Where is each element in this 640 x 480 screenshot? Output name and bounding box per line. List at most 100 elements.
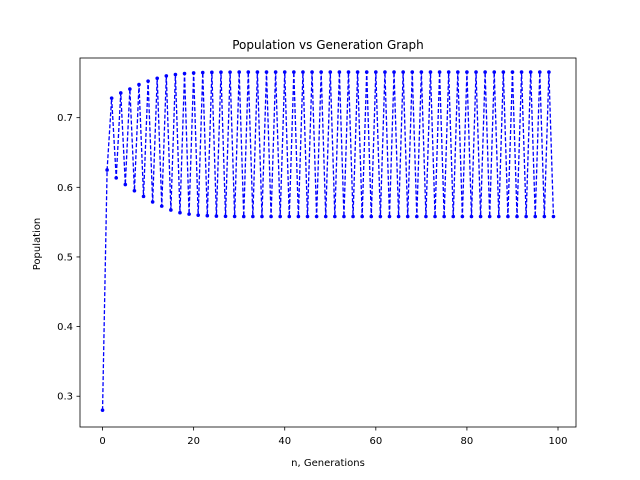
data-point <box>419 70 424 74</box>
data-point <box>342 214 346 219</box>
data-point <box>337 70 342 74</box>
data-point <box>442 214 446 219</box>
data-point <box>519 70 524 74</box>
y-tick-label: 0.7 <box>57 113 73 124</box>
data-point <box>501 70 506 74</box>
data-point <box>515 214 519 219</box>
data-point <box>219 70 223 75</box>
data-point <box>210 70 214 75</box>
data-point <box>128 87 132 91</box>
data-point <box>164 74 169 78</box>
data-point <box>319 70 323 74</box>
data-point <box>551 214 556 219</box>
data-point <box>141 194 146 199</box>
data-point <box>114 176 119 180</box>
data-point <box>137 82 141 87</box>
x-tick-label: 60 <box>369 436 382 447</box>
data-point <box>364 70 369 74</box>
data-point <box>487 214 492 219</box>
data-point <box>278 214 282 219</box>
data-point <box>260 214 264 219</box>
data-point <box>528 70 533 74</box>
data-point <box>182 71 187 76</box>
data-point <box>118 91 123 95</box>
chart-title: Population vs Generation Graph <box>232 38 424 52</box>
data-point <box>351 214 355 219</box>
data-point <box>369 214 374 219</box>
data-point <box>465 70 469 74</box>
data-point <box>314 214 319 219</box>
data-point <box>374 70 378 74</box>
data-point <box>383 70 387 74</box>
data-point <box>392 70 396 74</box>
data-point <box>173 72 178 77</box>
x-axis-label: n, Generations <box>291 458 365 469</box>
data-point <box>428 70 433 74</box>
data-point <box>187 212 191 216</box>
x-tick-label: 80 <box>461 436 474 447</box>
data-point <box>401 70 405 74</box>
data-point <box>246 70 251 74</box>
data-point <box>446 70 451 74</box>
data-point <box>328 70 333 74</box>
data-point <box>492 70 497 74</box>
axes-frame <box>79 57 577 428</box>
data-point <box>333 214 337 219</box>
data-point <box>264 70 269 74</box>
data-point <box>323 214 328 219</box>
data-point <box>282 70 287 74</box>
data-point <box>410 70 415 74</box>
data-point <box>301 70 305 74</box>
plot-area: 0 20 40 60 80 100 0.3 0.4 0.5 0.6 0.7 <box>57 57 577 447</box>
data-point <box>205 213 210 218</box>
data-point <box>228 70 232 74</box>
data-point <box>223 214 228 219</box>
data-point <box>524 214 528 219</box>
series-line <box>101 72 555 411</box>
x-tick-label: 100 <box>548 436 567 447</box>
data-point <box>305 214 310 219</box>
y-axis-label: Population <box>32 218 43 271</box>
data-point <box>360 214 364 219</box>
data-point <box>547 70 551 74</box>
x-tick-label: 0 <box>99 436 105 447</box>
data-point <box>451 214 456 219</box>
data-point <box>105 168 109 172</box>
data-point <box>424 214 428 219</box>
data-point <box>496 214 501 219</box>
data-point <box>196 213 200 217</box>
data-point <box>296 214 301 219</box>
data-point <box>483 70 487 74</box>
data-point <box>355 70 360 74</box>
data-point <box>287 214 292 219</box>
y-tick-label: 0.3 <box>57 392 73 403</box>
data-point <box>456 70 460 74</box>
data-point <box>109 96 114 100</box>
data-point <box>159 204 164 208</box>
y-tick-label: 0.6 <box>57 183 73 194</box>
data-point <box>169 208 173 212</box>
data-point <box>150 200 155 204</box>
data-point <box>478 214 483 219</box>
data-point <box>474 70 478 74</box>
data-point <box>437 70 442 74</box>
x-tick-label: 20 <box>187 436 200 447</box>
data-point <box>510 70 515 74</box>
data-point <box>155 76 160 81</box>
data-point <box>292 70 296 74</box>
data-point <box>200 70 205 75</box>
data-point <box>415 214 419 219</box>
y-tick-label: 0.5 <box>57 252 73 263</box>
data-point <box>542 214 547 219</box>
data-point <box>533 214 538 219</box>
data-point <box>100 408 105 412</box>
y-tick-label: 0.4 <box>57 322 73 333</box>
data-point <box>387 214 392 219</box>
data-point <box>146 79 150 83</box>
data-point <box>460 214 465 219</box>
data-point <box>132 188 137 193</box>
data-point <box>273 70 278 74</box>
data-point <box>251 214 255 219</box>
data-point <box>310 70 314 74</box>
